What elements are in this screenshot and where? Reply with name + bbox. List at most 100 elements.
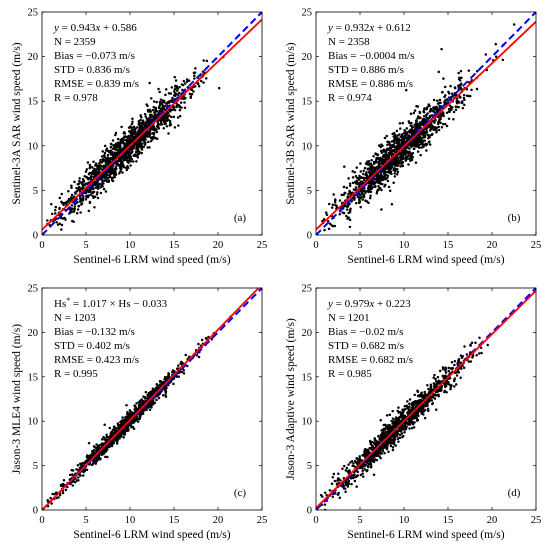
data-point: [377, 144, 381, 147]
data-point: [362, 178, 366, 182]
data-point: [367, 163, 371, 166]
data-point: [56, 223, 60, 226]
y-tick-label: 10: [302, 141, 313, 152]
data-point: [107, 150, 111, 154]
data-point: [342, 211, 346, 215]
data-point: [108, 426, 112, 430]
data-point: [134, 150, 138, 154]
data-point: [456, 102, 459, 105]
data-point: [171, 96, 174, 100]
data-point: [142, 135, 145, 138]
data-point: [400, 154, 404, 158]
data-point: [454, 105, 457, 108]
data-point: [82, 197, 85, 200]
data-point: [103, 158, 107, 161]
data-point: [385, 446, 389, 450]
data-point: [338, 212, 342, 216]
data-point: [113, 173, 116, 177]
data-point: [94, 462, 98, 465]
data-point: [72, 195, 76, 198]
data-point: [379, 180, 382, 184]
data-point: [378, 159, 382, 163]
data-point: [413, 128, 417, 132]
data-point: [380, 159, 384, 163]
data-point: [107, 170, 111, 174]
data-point: [129, 131, 132, 134]
data-point: [194, 67, 197, 70]
data-point: [85, 182, 89, 186]
data-point: [432, 106, 435, 110]
axes-frame: [41, 11, 263, 236]
data-point: [361, 475, 365, 478]
data-point: [107, 157, 111, 161]
data-point: [87, 457, 90, 460]
data-point: [333, 224, 337, 228]
data-point: [375, 191, 379, 195]
data-point: [135, 132, 138, 135]
data-point: [123, 142, 126, 145]
data-point: [392, 149, 396, 153]
data-point: [389, 170, 393, 173]
data-point: [432, 376, 435, 379]
data-point: [387, 154, 390, 157]
x-tick-label: 25: [257, 240, 268, 251]
data-point: [204, 337, 208, 340]
data-point: [382, 154, 386, 158]
data-point: [154, 388, 157, 392]
data-point: [373, 170, 376, 174]
data-point: [118, 172, 121, 175]
data-point: [415, 105, 418, 108]
data-point: [377, 162, 380, 165]
data-point: [353, 188, 357, 192]
data-point: [142, 400, 146, 404]
data-point: [142, 145, 145, 149]
data-point: [133, 417, 136, 421]
data-point: [384, 150, 388, 153]
data-point: [342, 487, 346, 490]
data-point: [351, 196, 355, 200]
data-point: [348, 184, 352, 187]
data-point: [92, 175, 96, 178]
data-point: [410, 128, 413, 131]
data-point: [150, 391, 154, 394]
data-point: [369, 173, 373, 176]
data-point: [377, 188, 380, 192]
data-point: [101, 157, 105, 161]
data-point: [204, 77, 208, 80]
data-point: [365, 469, 369, 473]
data-point: [441, 366, 445, 369]
data-point: [156, 384, 160, 388]
data-point: [79, 187, 83, 191]
data-point: [89, 165, 92, 168]
data-point: [138, 399, 142, 402]
data-point: [148, 408, 152, 412]
data-point: [381, 144, 384, 148]
data-point: [360, 176, 363, 180]
data-point: [445, 111, 449, 114]
x-axis-label: Sentinel-6 LRM wind speed (m/s): [347, 254, 504, 266]
data-point: [102, 187, 106, 191]
data-point: [108, 175, 112, 178]
data-point: [393, 164, 397, 167]
data-point: [95, 443, 98, 446]
data-point: [412, 139, 415, 143]
data-point: [371, 186, 374, 189]
data-point: [428, 116, 431, 119]
data-point: [55, 491, 58, 494]
data-point: [147, 118, 150, 122]
data-point: [164, 122, 167, 126]
data-point: [414, 138, 417, 142]
data-point: [438, 98, 442, 102]
data-point: [114, 133, 117, 137]
data-point: [449, 387, 452, 391]
data-point: [420, 146, 423, 149]
data-point: [111, 147, 115, 150]
data-point: [413, 144, 416, 148]
data-point: [74, 202, 78, 205]
data-point: [403, 129, 406, 132]
data-point: [143, 397, 147, 400]
data-point: [391, 409, 394, 413]
data-point: [91, 166, 94, 169]
data-point: [421, 123, 424, 126]
data-point: [453, 385, 456, 388]
